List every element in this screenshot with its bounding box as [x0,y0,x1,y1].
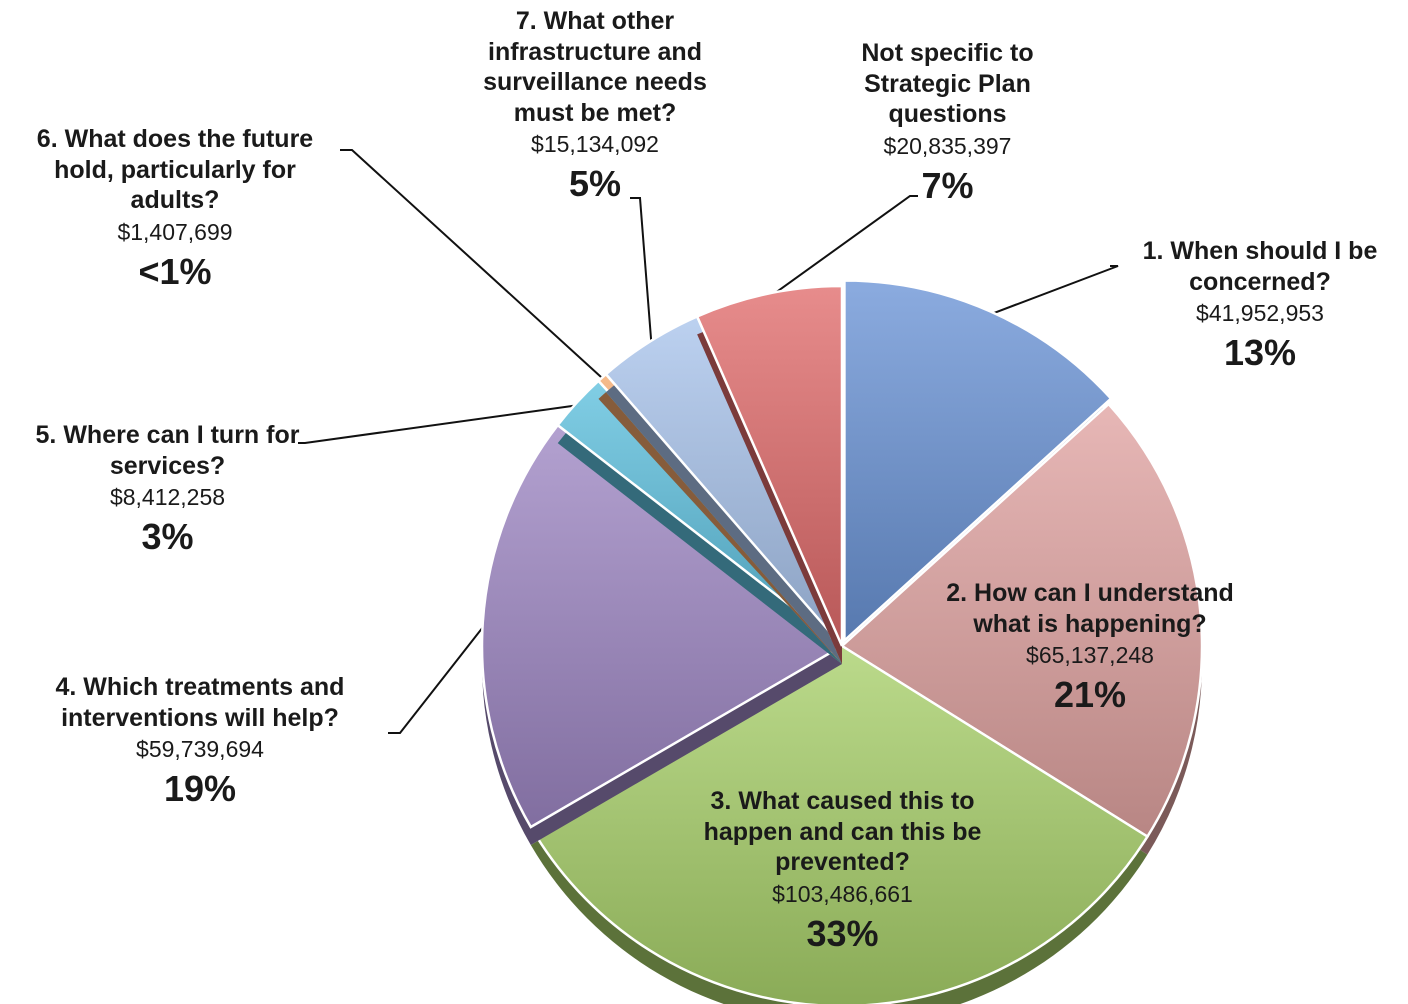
slice-label-6-amount: $1,407,699 [117,218,233,245]
slice-label-8-amount: $20,835,397 [883,132,1012,159]
leader-line-4 [388,621,488,734]
slice-label-7-percent: 5% [568,163,622,205]
slice-label-1: 1. When should I be concerned? $41,952,9… [1110,236,1408,375]
slice-label-6-question: 6. What does the future hold, particular… [36,125,314,214]
slice-label-3-percent: 33% [806,912,879,954]
slice-label-8: Not specific to Strategic Plan questions… [835,38,1060,207]
slice-label-2-amount: $65,137,248 [1026,642,1154,668]
pie-slice-8 [695,284,844,647]
pie-slice-edge-6 [598,392,842,664]
leader-line-5 [298,403,581,444]
slice-label-1-question: 1. When should I be concerned? [1142,237,1378,296]
leader-lines [298,149,1119,734]
slice-label-2-question: 2. How can I understand what is happenin… [946,579,1234,638]
slice-label-6-percent: <1% [138,250,212,292]
pie-slice-2 [839,402,1204,839]
pie-slices [480,279,1204,1004]
leader-line-8 [768,195,918,299]
slice-label-6: 6. What does the future hold, particular… [10,124,340,293]
slice-label-7-amount: $15,134,092 [531,131,659,157]
pie-slice-4 [480,423,845,829]
slice-label-5-percent: 3% [141,516,194,558]
slice-label-4-question: 4. Which treatments and interventions wi… [55,673,345,732]
slice-label-2: 2. How can I understand what is happenin… [915,578,1265,717]
slice-label-1-amount: $41,952,953 [1196,300,1324,326]
slice-label-8-percent: 7% [921,164,974,206]
slice-label-5: 5. Where can I turn for services? $8,412… [30,420,305,559]
slice-label-1-percent: 13% [1223,332,1297,374]
leader-line-7 [630,197,653,346]
slice-label-5-amount: $8,412,258 [109,484,226,510]
leader-line-1 [988,265,1119,316]
slice-label-8-question: Not specific to Strategic Plan questions [861,39,1034,128]
slice-label-3-amount: $103,486,661 [772,880,913,907]
slice-label-2-percent: 21% [1053,674,1127,716]
leader-line-6 [340,149,606,382]
slice-label-4: 4. Which treatments and interventions wi… [10,672,390,811]
pie-slice-1 [843,279,1113,644]
slice-label-7-question: 7. What other infrastructure and surveil… [483,7,707,127]
slice-label-4-amount: $59,739,694 [136,736,264,762]
slice-label-4-percent: 19% [163,768,237,810]
slice-label-5-question: 5. Where can I turn for services? [35,421,300,480]
slice-label-3: 3. What caused this to happen and can th… [680,786,1005,955]
slice-label-7: 7. What other infrastructure and surveil… [465,6,725,206]
pie-slice-3 [529,644,1150,1004]
slice-label-3-question: 3. What caused this to happen and can th… [703,787,982,876]
